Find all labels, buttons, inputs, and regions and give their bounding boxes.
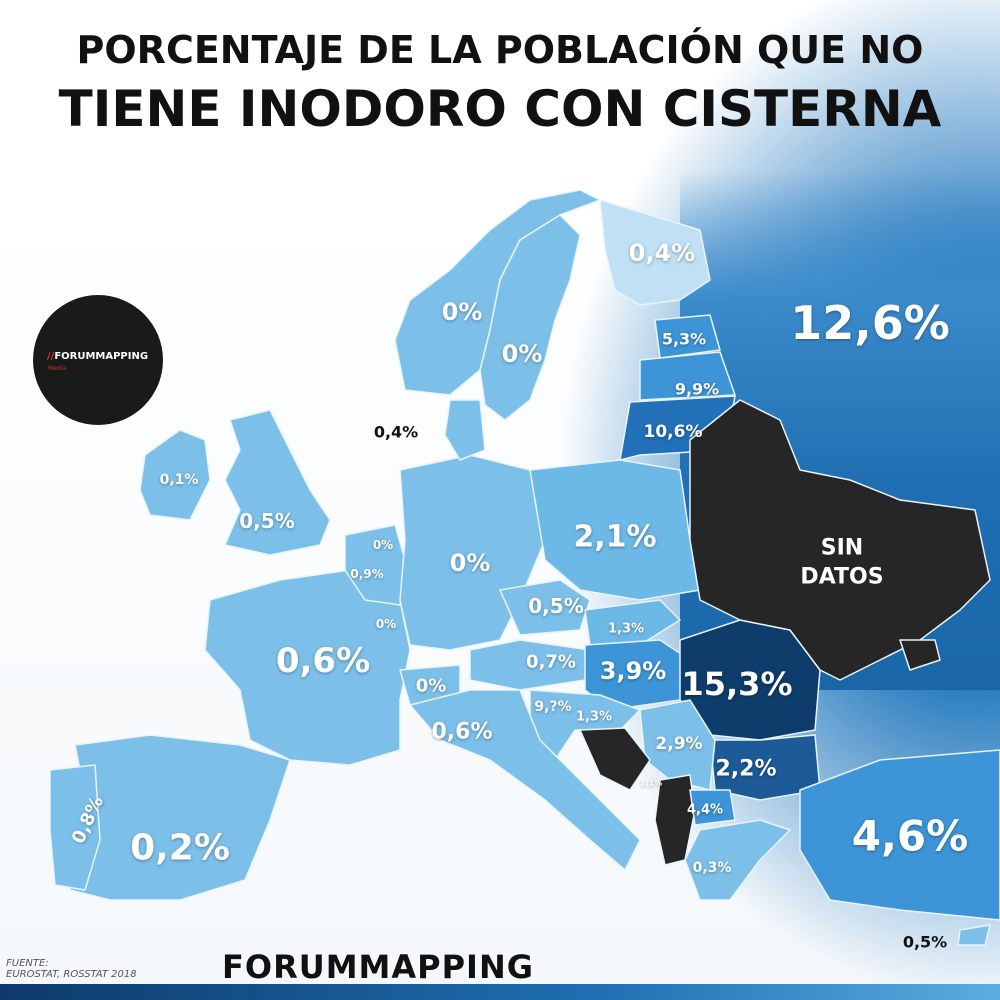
region-north-macedonia bbox=[689, 789, 736, 826]
label-finland: 0,4% bbox=[628, 239, 696, 267]
label-latvia: 9,9% bbox=[674, 379, 720, 399]
label-greece: 0,3% bbox=[692, 860, 732, 876]
label-luxembourg: 0% bbox=[375, 617, 397, 631]
label-slovenia: 9,?% bbox=[534, 699, 572, 715]
source-note: FUENTE: EUROSTAT, ROSSTAT 2018 bbox=[6, 958, 137, 980]
label-no-data-1: SIN bbox=[820, 535, 864, 561]
label-north-macedonia: 4,4% bbox=[686, 802, 724, 818]
label-croatia: 1,3% bbox=[575, 709, 613, 725]
label-poland: 2,1% bbox=[573, 519, 657, 555]
logo-sub: Media bbox=[48, 365, 67, 372]
region-ireland bbox=[139, 429, 211, 521]
title-line-1: PORCENTAJE DE LA POBLACIÓN QUE NO bbox=[76, 28, 924, 72]
label-estonia: 5,3% bbox=[661, 329, 707, 349]
label-uk: 0,5% bbox=[239, 509, 295, 533]
label-france: 0,6% bbox=[275, 641, 371, 681]
label-turkey: 4,6% bbox=[851, 811, 969, 861]
label-spain: 0,2% bbox=[130, 827, 230, 869]
title-line-2: TIENE INODORO CON CISTERNA bbox=[58, 80, 942, 138]
region-benelux bbox=[344, 524, 406, 606]
label-slovakia: 1,3% bbox=[607, 621, 645, 637]
label-netherlands: 0% bbox=[372, 538, 394, 552]
region-crimea bbox=[899, 639, 941, 671]
region-denmark bbox=[444, 399, 486, 461]
region-bosnia bbox=[579, 727, 651, 791]
region-estonia bbox=[654, 314, 721, 359]
label-montenegro: 1,1% bbox=[639, 778, 663, 788]
label-lithuania: 10,6% bbox=[643, 422, 703, 442]
label-norway: 0% bbox=[441, 298, 483, 326]
region-uk bbox=[224, 409, 331, 556]
region-greece bbox=[684, 819, 791, 901]
label-austria: 0,7% bbox=[526, 651, 576, 673]
region-italy bbox=[409, 689, 641, 871]
label-italy: 0,6% bbox=[431, 719, 493, 745]
region-belarus-ukraine bbox=[689, 399, 991, 681]
region-latvia bbox=[639, 351, 736, 401]
footer-brand: FORUMMAPPING bbox=[222, 948, 534, 986]
label-denmark: 0,4% bbox=[373, 422, 419, 442]
label-czechia: 0,5% bbox=[528, 594, 584, 618]
logo-brand: //FORUMMAPPING bbox=[47, 351, 149, 362]
label-serbia: 2,9% bbox=[655, 734, 703, 754]
label-romania: 15,3% bbox=[681, 665, 793, 703]
region-sweden bbox=[479, 214, 581, 421]
label-bulgaria: 2,2% bbox=[715, 756, 777, 782]
label-hungary: 3,9% bbox=[599, 657, 667, 685]
region-finland bbox=[599, 199, 711, 306]
label-no-data-2: DATOS bbox=[800, 564, 884, 590]
label-russia: 12,6% bbox=[790, 296, 950, 350]
region-cyprus bbox=[957, 924, 991, 946]
label-switzerland: 0% bbox=[415, 675, 447, 697]
region-portugal bbox=[49, 764, 101, 891]
label-sweden: 0% bbox=[501, 340, 543, 368]
label-ireland: 0,1% bbox=[159, 472, 199, 488]
region-spain bbox=[69, 734, 291, 901]
region-slovakia bbox=[584, 599, 681, 646]
label-cyprus: 0,5% bbox=[902, 932, 948, 952]
label-belgium: 0,9% bbox=[350, 567, 384, 581]
region-turkey bbox=[799, 749, 1000, 921]
label-germany: 0% bbox=[449, 549, 491, 577]
bottom-bar bbox=[0, 984, 1000, 1000]
forummapping-logo: //FORUMMAPPING Media bbox=[33, 295, 163, 425]
